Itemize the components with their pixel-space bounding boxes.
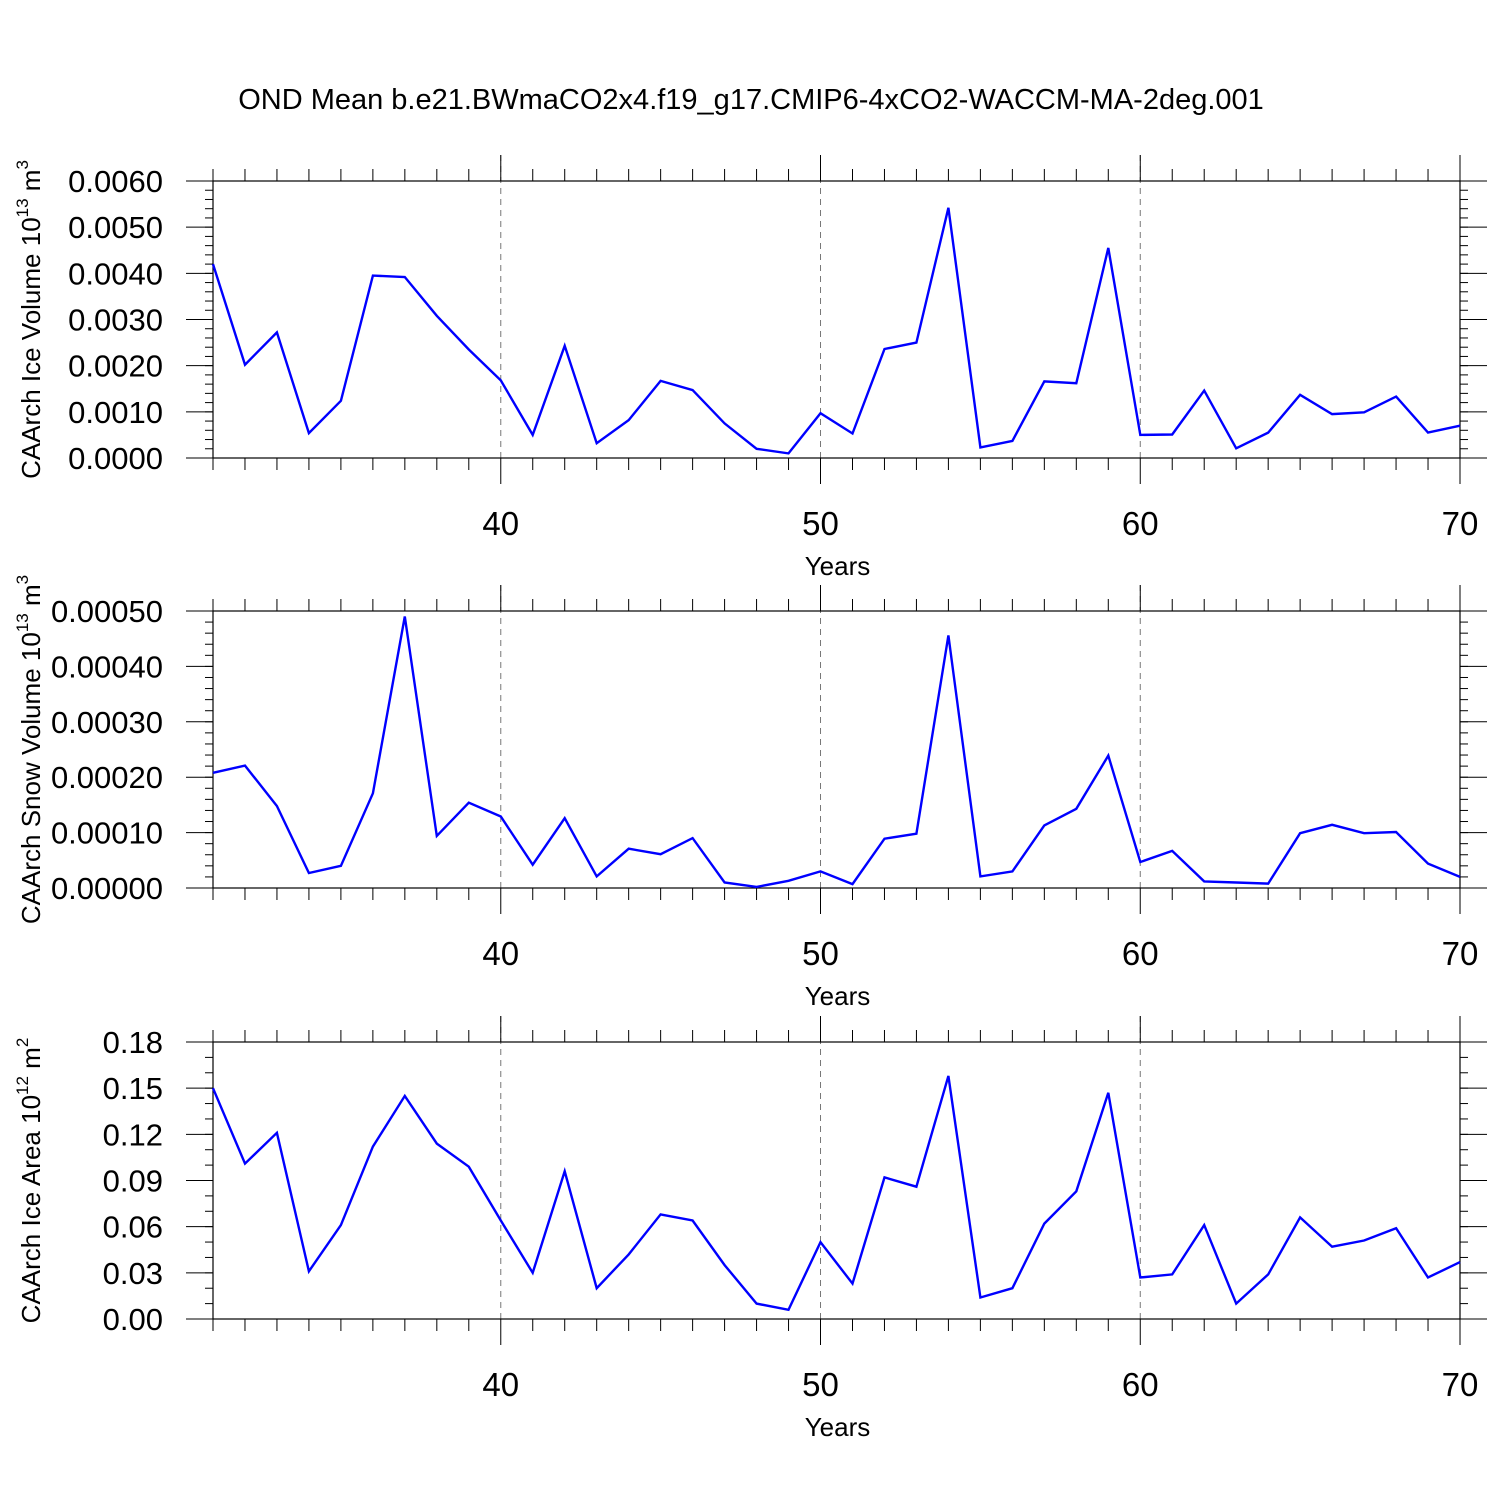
series-line xyxy=(211,207,1461,455)
y-tick-label: 0.06 xyxy=(103,1210,163,1245)
x-tick-label: 50 xyxy=(802,935,839,972)
y-tick-label: 0.03 xyxy=(103,1256,163,1291)
y-tick-label: 0.0010 xyxy=(68,395,163,430)
y-tick-label: 0.09 xyxy=(103,1164,163,1199)
plot-frame xyxy=(212,180,1461,459)
y-tick-label: 0.15 xyxy=(103,1071,163,1106)
x-tick-label: 60 xyxy=(1122,1366,1159,1403)
y-tick-label: 0.0050 xyxy=(68,210,163,245)
series-line xyxy=(212,616,1461,889)
x-axis-label: Years xyxy=(805,1412,871,1442)
x-tick-label: 40 xyxy=(482,935,519,972)
x-tick-label: 70 xyxy=(1442,505,1479,542)
y-tick-label: 0.12 xyxy=(103,1117,163,1152)
x-tick-label: 60 xyxy=(1122,935,1159,972)
y-axis-label: CAArch Ice Area 1012 m2 xyxy=(13,1038,46,1324)
x-tick-label: 60 xyxy=(1122,505,1159,542)
y-tick-label: 0.00050 xyxy=(51,594,163,629)
panel-ice-area: 0.00 0.03 0.06 0.09 0.12 0.15 0.18 40 50 60 70 Year… xyxy=(13,1016,1487,1442)
y-tick-label: 0.0030 xyxy=(68,303,163,338)
y-tick-label: 0.0040 xyxy=(68,256,163,291)
y-axis-label: CAArch Ice Volume 1013 m3 xyxy=(13,160,46,479)
panel-ice-volume: 0.0000 0.0010 0.0020 0.0030 0.0040 0.0050 0.00… xyxy=(13,155,1487,581)
series-line xyxy=(211,1075,1461,1312)
x-axis-label: Years xyxy=(805,551,871,581)
y-tick-label: 0.00040 xyxy=(51,649,163,684)
x-tick-label: 50 xyxy=(802,1366,839,1403)
panel-snow-volume: 0.00000 0.00010 0.00020 0.00030 0.00040 0.000… xyxy=(13,575,1487,1011)
y-tick-label: 0.00000 xyxy=(51,871,163,906)
figure-title: OND Mean b.e21.BWmaCO2x4.f19_g17.CMIP6-4… xyxy=(238,84,1264,116)
y-tick-label: 0.00010 xyxy=(51,816,163,851)
x-tick-label: 40 xyxy=(482,1366,519,1403)
y-tick-label: 0.18 xyxy=(103,1025,163,1060)
plot-frame xyxy=(212,610,1461,889)
y-tick-label: 0.00 xyxy=(103,1302,163,1337)
y-tick-label: 0.00030 xyxy=(51,705,163,740)
y-tick-label: 0.0060 xyxy=(68,164,163,199)
x-tick-label: 50 xyxy=(802,505,839,542)
y-tick-label: 0.0000 xyxy=(68,441,163,476)
plot-frame xyxy=(212,1041,1461,1320)
x-tick-label: 70 xyxy=(1442,935,1479,972)
x-tick-label: 40 xyxy=(482,505,519,542)
y-axis-label: CAArch Snow Volume 1013 m3 xyxy=(13,575,46,924)
y-tick-label: 0.0020 xyxy=(68,349,163,384)
x-axis-label: Years xyxy=(805,981,871,1011)
x-tick-label: 70 xyxy=(1442,1366,1479,1403)
y-tick-label: 0.00020 xyxy=(51,760,163,795)
